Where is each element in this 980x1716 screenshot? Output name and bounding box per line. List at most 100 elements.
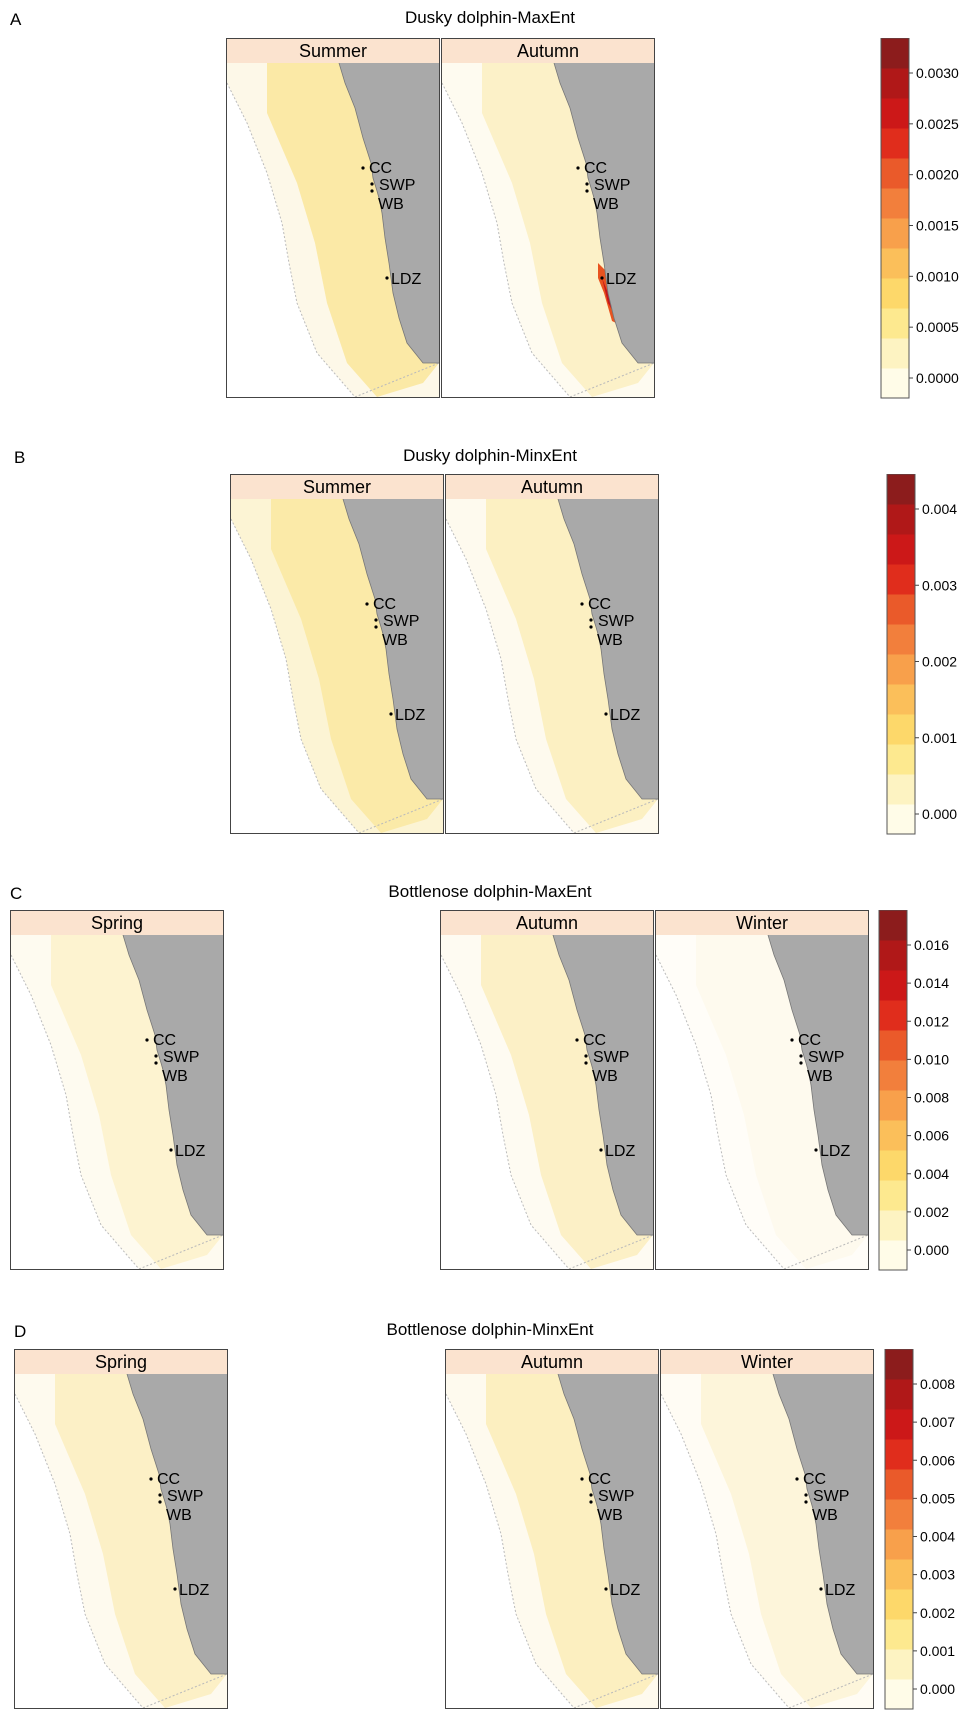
location-marker [790,1038,794,1042]
location-marker [374,625,378,629]
colorbar-segment [879,1000,907,1031]
colorbar-tick-label: 0.0020 [916,167,959,183]
colorbar-tick-label: 0.014 [914,975,949,991]
colorbar-segment [885,1379,913,1410]
location-label-ldz: LDZ [605,1143,635,1160]
colorbar-tick-label: 0.004 [920,1529,955,1545]
location-label-swp: SWP [167,1488,203,1505]
location-label-ldz: LDZ [825,1582,855,1599]
eez-boundary [446,518,575,833]
colorbar: 0.008 0.007 0.006 0.005 0.004 0.003 0.002 0.001… [884,1348,979,1716]
suitability-band [486,499,658,833]
location-label-ldz: LDZ [610,707,640,724]
location-marker [804,1500,808,1504]
location-label-wb: WB [597,1507,623,1524]
suitability-band [271,499,443,833]
location-label-swp: SWP [598,613,634,630]
season-header: Summer [231,475,443,500]
location-marker [576,166,580,170]
location-marker [819,1587,823,1591]
colorbar-tick-label: 0.0010 [916,268,959,284]
colorbar-segment [879,1240,907,1271]
location-marker [600,276,604,280]
location-label-swp: SWP [383,613,419,630]
location-label-swp: SWP [163,1049,199,1066]
colorbar: 0.004 0.003 0.002 0.001 0.000 [886,473,980,841]
colorbar-tick-label: 0.002 [922,654,957,670]
location-label-wb: WB [382,632,408,649]
map-panel-winter: Winter CC SWP WB LDZ [655,910,869,1270]
colorbar-segment [887,624,915,655]
colorbar-tick-label: 0.004 [914,1166,949,1182]
eez-boundary [11,954,140,1269]
eez-boundary [661,1393,790,1708]
location-label-cc: CC [588,1471,611,1488]
suitability-band [267,63,439,397]
location-marker [799,1061,803,1065]
colorbar-tick-label: 0.002 [914,1204,949,1220]
colorbar-segment [885,1499,913,1530]
location-marker [585,182,589,186]
colorbar-tick-label: 0.004 [922,501,957,517]
location-label-cc: CC [583,1032,606,1049]
location-marker [804,1493,808,1497]
colorbar-segment [887,474,915,505]
location-marker [154,1054,158,1058]
colorbar-tick-label: 0.000 [914,1242,949,1258]
map-panel-spring: Spring CC SWP WB LDZ [10,910,224,1270]
colorbar-segment [885,1619,913,1650]
location-marker [584,1054,588,1058]
location-label-ldz: LDZ [175,1143,205,1160]
location-label-ldz: LDZ [179,1582,209,1599]
location-label-ldz: LDZ [395,707,425,724]
colorbar-segment [879,1090,907,1121]
location-label-cc: CC [157,1471,180,1488]
eez-boundary [227,82,356,397]
panel-title: Dusky dolphin-MaxEnt [404,8,576,27]
location-label-wb: WB [162,1068,188,1085]
season-header: Winter [656,911,868,936]
land-area [127,1374,227,1674]
suitability-band [481,935,653,1269]
location-marker [154,1061,158,1065]
location-label-wb: WB [593,196,619,213]
coastline [553,63,654,364]
colorbar-tick-label: 0.000 [922,806,957,822]
colorbar-segment [887,774,915,805]
map-panel-autumn: Autumn CC SWP WB LDZ [441,38,655,398]
land-area [339,63,439,363]
season-header: Winter [661,1350,873,1375]
map-panel-winter: Winter CC SWP WB LDZ [660,1349,874,1709]
colorbar-segment [887,684,915,715]
location-marker [575,1038,579,1042]
colorbar: 0.0030 0.0025 0.0020 0.0015 0.0010 0.0005 0.00… [880,37,975,405]
location-label-cc: CC [153,1032,176,1049]
colorbar-tick-label: 0.008 [914,1090,949,1106]
location-marker [361,166,365,170]
suitability-band [51,935,223,1269]
land-area [768,935,868,1235]
location-marker [604,1587,608,1591]
panel-letter: D [14,1322,27,1341]
coastline [772,1374,873,1675]
location-marker [799,1054,803,1058]
location-marker [158,1493,162,1497]
colorbar-segment [887,714,915,745]
location-label-swp: SWP [598,1488,634,1505]
colorbar-segment [881,368,909,399]
map-panel-summer: Summer CC SWP WB LDZ [230,474,444,834]
colorbar-tick-label: 0.012 [914,1013,949,1029]
colorbar-segment [881,218,909,249]
location-marker [580,1477,584,1481]
suitability-band [701,1374,873,1708]
location-label-wb: WB [592,1068,618,1085]
colorbar-segment [881,188,909,219]
colorbar-segment [887,804,915,835]
suitability-band [696,935,868,1269]
season-header: Autumn [446,1350,658,1375]
location-marker [585,189,589,193]
location-label-wb: WB [597,632,623,649]
location-label-cc: CC [588,596,611,613]
